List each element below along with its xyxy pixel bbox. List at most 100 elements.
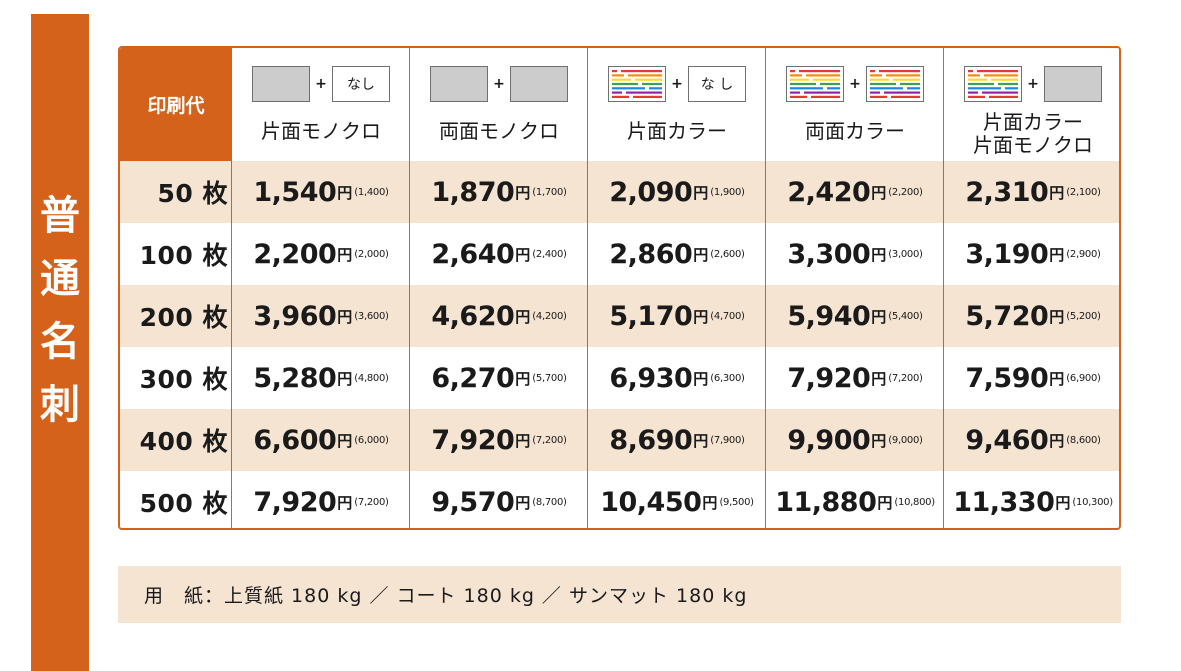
price-with-tax: 9,460 [965, 424, 1049, 456]
price-with-tax: 7,920 [253, 486, 337, 518]
price-with-tax: 2,640 [431, 238, 515, 270]
quantity-label: 50 枚 [157, 179, 228, 208]
price-cell: 5,720 円 (5,200) [944, 285, 1119, 347]
price-without-tax: (1,700) [532, 186, 567, 198]
column-header: + 両面カラー [766, 48, 944, 161]
color-print-icon [964, 66, 1022, 102]
no-print-label: なし [332, 66, 390, 102]
side-title-char: 刺 [40, 382, 80, 428]
price-cell: 8,690 円 (7,900) [588, 409, 766, 471]
side-bar [31, 14, 89, 671]
quantity-label: 200 枚 [139, 303, 228, 332]
price-cell: 9,460 円 (8,600) [944, 409, 1119, 471]
color-print-icon [608, 66, 666, 102]
price-with-tax: 9,900 [787, 424, 871, 456]
column-title: 片面モノクロ [973, 133, 1093, 157]
yen-unit: 円 [515, 245, 531, 264]
yen-unit: 円 [693, 307, 709, 326]
column-title: 片面カラー [983, 110, 1083, 134]
table-header: 印刷代 + なし 片面モノクロ + 両面モノクロ + な し片面カラー + 両面カラー + 片面カラ… [120, 48, 1119, 161]
yen-unit: 円 [515, 183, 531, 202]
yen-unit: 円 [337, 369, 353, 388]
price-without-tax: (3,000) [888, 248, 923, 260]
yen-unit: 円 [693, 369, 709, 388]
plus-sign: + [493, 76, 505, 92]
price-with-tax: 7,920 [787, 362, 871, 394]
price-cell: 7,920 円 (7,200) [766, 347, 944, 409]
price-with-tax: 2,090 [609, 176, 693, 208]
column-divider [765, 48, 766, 528]
price-with-tax: 2,420 [787, 176, 871, 208]
price-without-tax: (2,000) [354, 248, 389, 260]
price-with-tax: 1,870 [431, 176, 515, 208]
price-cell: 3,960 円 (3,600) [232, 285, 410, 347]
price-without-tax: (7,200) [354, 496, 389, 508]
plus-sign: + [1027, 76, 1039, 92]
price-cell: 2,090 円 (1,900) [588, 161, 766, 223]
print-side-swatches: + なし [232, 64, 410, 104]
price-with-tax: 5,280 [253, 362, 337, 394]
price-cell: 2,640 円 (2,400) [410, 223, 588, 285]
yen-unit: 円 [337, 493, 353, 512]
no-print-label: な し [688, 66, 746, 102]
price-cell: 5,940 円 (5,400) [766, 285, 944, 347]
yen-unit: 円 [1055, 493, 1071, 512]
paper-note: 用 紙：上質紙 180 kg ／ コート 180 kg ／ サンマット 180 … [118, 566, 1121, 623]
mono-print-icon [1044, 66, 1102, 102]
column-title: 片面モノクロ [261, 119, 381, 143]
column-header: + 片面カラー 片面モノクロ [944, 48, 1119, 161]
price-with-tax: 10,450 [600, 486, 702, 518]
print-side-swatches: + [766, 64, 944, 104]
price-with-tax: 6,600 [253, 424, 337, 456]
quantity-label: 400 枚 [139, 427, 228, 456]
side-title-char: 通 [40, 256, 80, 302]
quantity-label: 300 枚 [139, 365, 228, 394]
price-cell: 2,310 円 (2,100) [944, 161, 1119, 223]
yen-unit: 円 [871, 183, 887, 202]
column-divider [409, 48, 410, 528]
price-cell: 6,270 円 (5,700) [410, 347, 588, 409]
price-without-tax: (4,800) [354, 372, 389, 384]
plus-sign: + [671, 76, 683, 92]
column-title: 片面カラー [627, 119, 727, 143]
column-header: + な し片面カラー [588, 48, 766, 161]
price-with-tax: 11,330 [953, 486, 1055, 518]
price-table: 印刷代 + なし 片面モノクロ + 両面モノクロ + な し片面カラー + 両面カラー + 片面カラ… [118, 46, 1121, 530]
price-with-tax: 11,880 [775, 486, 877, 518]
quantity-label: 100 枚 [139, 241, 228, 270]
price-cell: 2,860 円 (2,600) [588, 223, 766, 285]
yen-unit: 円 [693, 245, 709, 264]
price-cell: 3,300 円 (3,000) [766, 223, 944, 285]
table-row: 500 枚 7,920 円 (7,200) 9,570 円 (8,700) 10,450 円 (9… [120, 471, 1119, 528]
price-with-tax: 1,540 [253, 176, 337, 208]
yen-unit: 円 [871, 369, 887, 388]
price-with-tax: 2,200 [253, 238, 337, 270]
price-cell: 9,570 円 (8,700) [410, 471, 588, 528]
price-cell: 11,330 円 (10,300) [944, 471, 1119, 528]
yen-unit: 円 [1049, 183, 1065, 202]
price-with-tax: 8,690 [609, 424, 693, 456]
price-without-tax: (7,200) [532, 434, 567, 446]
price-with-tax: 7,920 [431, 424, 515, 456]
price-cell: 1,870 円 (1,700) [410, 161, 588, 223]
price-cell: 7,920 円 (7,200) [232, 471, 410, 528]
yen-unit: 円 [871, 431, 887, 450]
print-side-swatches: + な し [588, 64, 766, 104]
yen-unit: 円 [1049, 307, 1065, 326]
price-without-tax: (2,100) [1066, 186, 1101, 198]
side-title-char: 名 [40, 319, 80, 365]
price-cell: 7,590 円 (6,900) [944, 347, 1119, 409]
yen-unit: 円 [515, 431, 531, 450]
table-row: 100 枚 2,200 円 (2,000) 2,640 円 (2,400) 2,860 円 (2,… [120, 223, 1119, 285]
yen-unit: 円 [1049, 369, 1065, 388]
price-with-tax: 3,300 [787, 238, 871, 270]
price-with-tax: 2,310 [965, 176, 1049, 208]
price-without-tax: (4,200) [532, 310, 567, 322]
column-header: + なし片面モノクロ [232, 48, 410, 161]
yen-unit: 円 [1049, 245, 1065, 264]
yen-unit: 円 [702, 493, 718, 512]
price-without-tax: (5,400) [888, 310, 923, 322]
price-without-tax: (6,900) [1066, 372, 1101, 384]
price-with-tax: 2,860 [609, 238, 693, 270]
corner-label: 印刷代 [120, 48, 232, 161]
